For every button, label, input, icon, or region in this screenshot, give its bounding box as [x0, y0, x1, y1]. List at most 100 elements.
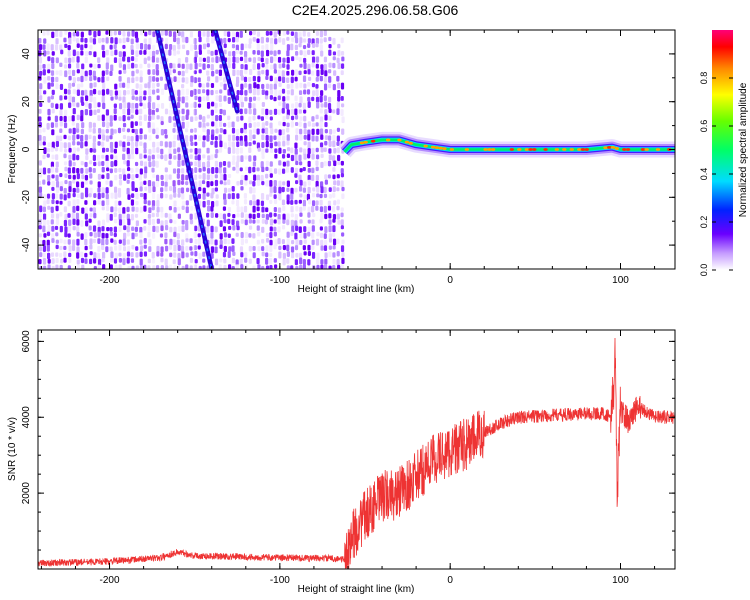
noise-cell	[173, 244, 177, 252]
noise-cell	[50, 252, 55, 257]
noise-cell	[106, 199, 110, 206]
noise-cell	[38, 128, 42, 134]
noise-cell	[307, 199, 312, 205]
noise-cell	[55, 244, 59, 250]
noise-cell	[113, 186, 118, 194]
noise-cell	[80, 50, 84, 56]
noise-cell	[139, 265, 144, 269]
noise-cell	[89, 180, 93, 185]
noise-cell	[97, 187, 101, 193]
noise-cell	[274, 264, 278, 269]
noise-cell	[302, 30, 306, 37]
noise-cell	[327, 200, 332, 207]
noise-cell	[261, 108, 265, 115]
noise-cell	[46, 30, 50, 36]
noise-cell	[235, 36, 239, 43]
noise-cell	[101, 238, 105, 246]
spectrogram-xtick-label: -200	[100, 275, 120, 286]
noise-cell	[54, 147, 59, 152]
noise-cell	[55, 161, 59, 168]
noise-cell	[215, 128, 219, 134]
noise-cell	[269, 83, 273, 91]
noise-cell	[323, 37, 327, 43]
noise-cell	[72, 77, 76, 84]
noise-cell	[155, 180, 159, 188]
noise-cell	[240, 252, 244, 258]
noise-cell	[50, 102, 54, 108]
noise-cell	[148, 135, 152, 141]
spectral-track-core-1	[156, 30, 213, 269]
noise-cell	[232, 37, 236, 43]
noise-cell	[235, 161, 239, 168]
noise-cell	[281, 108, 285, 114]
noise-cell	[278, 90, 282, 97]
noise-cell	[315, 43, 319, 48]
noise-cell	[139, 50, 143, 55]
noise-cell	[93, 31, 97, 38]
noise-cell	[340, 95, 344, 101]
noise-cell	[72, 147, 76, 154]
noise-cell	[84, 200, 88, 205]
noise-cell	[168, 213, 172, 220]
noise-cell	[265, 166, 269, 172]
noise-cell	[122, 238, 126, 246]
noise-cell	[139, 141, 143, 147]
noise-cell	[239, 179, 244, 186]
noise-cell	[106, 226, 110, 232]
noise-cell	[151, 114, 155, 120]
noise-cell	[173, 122, 177, 128]
noise-cell	[214, 108, 218, 114]
noise-cell	[118, 82, 123, 88]
noise-cell	[135, 220, 139, 227]
noise-cell	[273, 244, 277, 250]
noise-cell	[206, 37, 210, 43]
noise-cell	[135, 134, 139, 142]
noise-cell	[143, 199, 147, 205]
noise-cell	[151, 109, 155, 116]
noise-cell	[340, 82, 345, 90]
noise-cell	[101, 219, 106, 226]
noise-cell	[281, 199, 286, 206]
noise-cell	[248, 213, 252, 219]
signal-peak-dot	[430, 145, 436, 149]
noise-cell	[265, 179, 269, 187]
noise-cell	[265, 90, 269, 96]
noise-cell	[189, 219, 194, 225]
noise-cell	[202, 63, 206, 70]
noise-cell	[135, 200, 139, 206]
noise-cell	[248, 96, 253, 103]
noise-cell	[122, 44, 126, 49]
noise-cell	[147, 213, 152, 219]
noise-cell	[159, 140, 164, 147]
noise-cell	[311, 200, 316, 207]
noise-cell	[273, 69, 277, 74]
noise-cell	[185, 174, 189, 181]
noise-cell	[319, 95, 323, 103]
noise-cell	[328, 62, 332, 68]
noise-cell	[210, 225, 214, 233]
noise-cell	[118, 173, 123, 180]
noise-cell	[202, 57, 206, 62]
noise-cell	[248, 76, 252, 83]
noise-cell	[76, 231, 80, 237]
noise-cell	[105, 135, 110, 142]
noise-cell	[130, 252, 134, 258]
noise-cell	[294, 173, 298, 178]
noise-cell	[67, 44, 71, 51]
noise-cell	[42, 206, 46, 213]
noise-cell	[303, 122, 307, 129]
noise-cell	[336, 180, 340, 186]
noise-cell	[135, 252, 139, 258]
noise-cell	[273, 63, 277, 70]
noise-cell	[277, 207, 282, 213]
noise-cell	[328, 233, 332, 240]
noise-cell	[67, 50, 71, 57]
noise-cell	[144, 186, 148, 191]
noise-cell	[114, 174, 118, 181]
noise-cell	[88, 127, 92, 133]
noise-cell	[206, 56, 210, 63]
noise-cell	[278, 147, 282, 154]
noise-cell	[151, 258, 156, 264]
noise-cell	[122, 122, 127, 128]
spectrogram-ytick-label: -40	[21, 237, 32, 252]
